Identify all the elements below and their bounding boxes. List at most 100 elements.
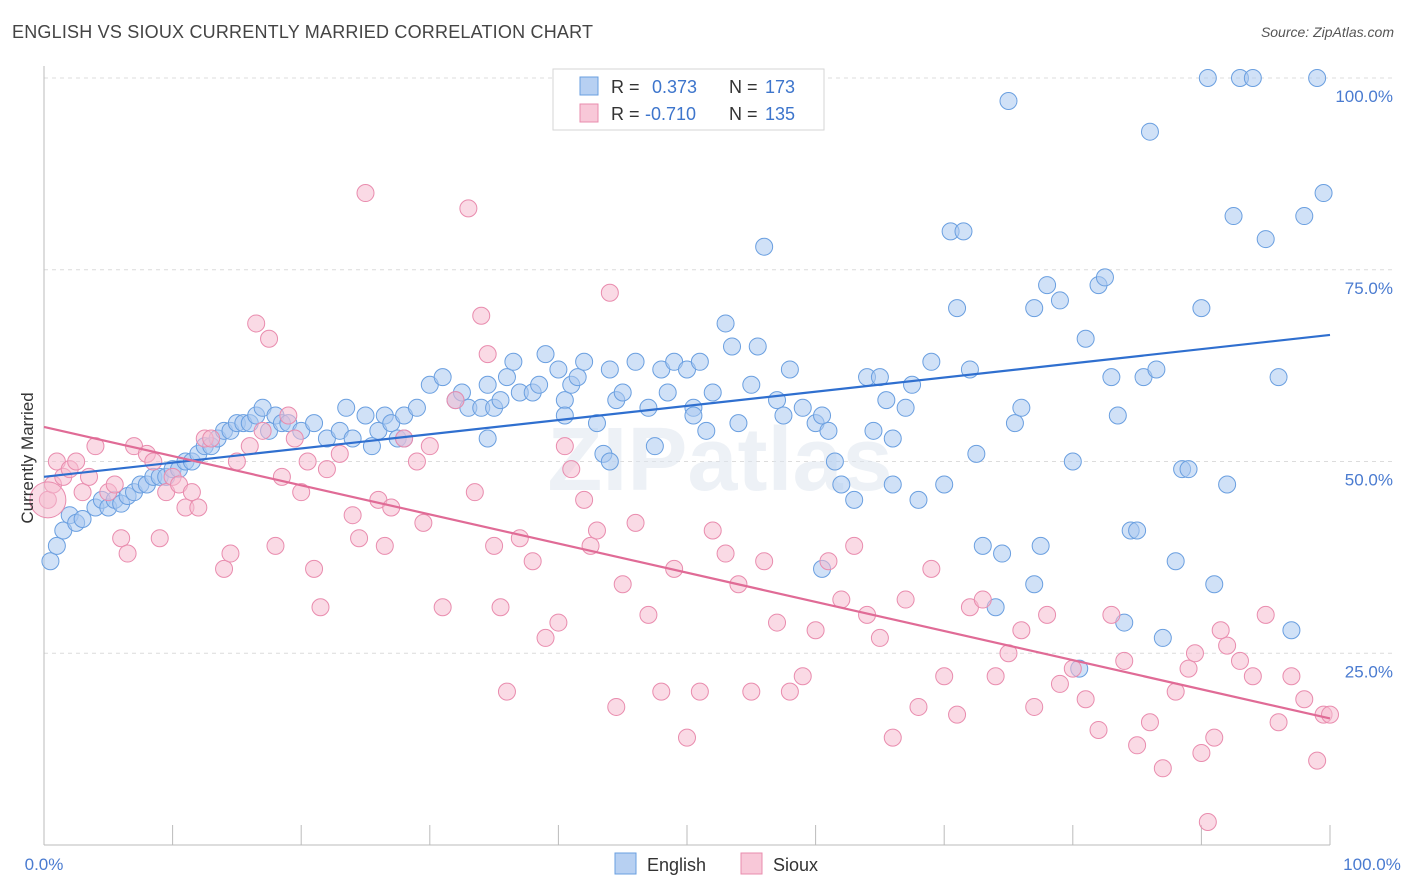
english-point bbox=[575, 352, 594, 371]
sioux-point bbox=[626, 513, 645, 532]
sioux-point bbox=[1211, 621, 1230, 640]
sioux-point bbox=[1140, 713, 1159, 732]
sioux-point bbox=[1179, 659, 1198, 678]
sioux-point bbox=[845, 536, 864, 555]
svg-text:R =: R = bbox=[611, 77, 640, 97]
sioux-point bbox=[305, 559, 324, 578]
sioux-point bbox=[407, 452, 426, 471]
english-point bbox=[845, 490, 864, 509]
sioux-point bbox=[793, 667, 812, 686]
sioux-point bbox=[716, 544, 735, 563]
sioux-point bbox=[343, 506, 362, 525]
sioux-point bbox=[600, 283, 619, 302]
english-point bbox=[1269, 368, 1288, 387]
bottom-legend-sioux-swatch bbox=[740, 852, 763, 875]
english-point bbox=[967, 444, 986, 463]
sioux-point bbox=[973, 590, 992, 609]
english-point bbox=[1205, 575, 1224, 594]
sioux-point bbox=[690, 682, 709, 701]
english-point bbox=[478, 375, 497, 394]
english-point bbox=[716, 314, 735, 333]
sioux-point bbox=[1218, 636, 1237, 655]
sioux-point bbox=[298, 452, 317, 471]
sioux-point bbox=[1243, 667, 1262, 686]
legend-sioux-n: 135 bbox=[765, 104, 795, 124]
y-tick-labels: 25.0% 50.0% 75.0% 100.0% bbox=[1335, 87, 1393, 681]
y-tick-label: 100.0% bbox=[1335, 87, 1393, 106]
sioux-point bbox=[215, 559, 234, 578]
sioux-point bbox=[536, 628, 555, 647]
sioux-point bbox=[1295, 690, 1314, 709]
english-point bbox=[1025, 299, 1044, 318]
sioux-point bbox=[1076, 690, 1095, 709]
english-point bbox=[1025, 575, 1044, 594]
sioux-point bbox=[189, 498, 208, 517]
sioux-point bbox=[1025, 697, 1044, 716]
english-point bbox=[549, 360, 568, 379]
svg-text:R =: R = bbox=[611, 104, 640, 124]
english-point bbox=[1179, 460, 1198, 479]
sioux-point bbox=[896, 590, 915, 609]
sioux-point bbox=[883, 728, 902, 747]
sioux-point bbox=[1102, 605, 1121, 624]
english-point bbox=[600, 360, 619, 379]
sioux-point bbox=[703, 521, 722, 540]
english-point bbox=[909, 490, 928, 509]
sioux-point bbox=[755, 552, 774, 571]
sioux-point bbox=[459, 199, 478, 218]
english-point bbox=[1192, 299, 1211, 318]
english-point bbox=[1224, 207, 1243, 226]
sioux-point bbox=[182, 483, 201, 502]
english-point bbox=[73, 510, 92, 529]
english-point bbox=[922, 352, 941, 371]
english-point bbox=[645, 437, 664, 456]
sioux-point bbox=[144, 452, 163, 471]
english-point bbox=[639, 398, 658, 417]
english-point bbox=[993, 544, 1012, 563]
sioux-point bbox=[414, 513, 433, 532]
sioux-point bbox=[253, 421, 272, 440]
english-point bbox=[1063, 452, 1082, 471]
trend-layer bbox=[43, 333, 1331, 720]
english-point bbox=[690, 352, 709, 371]
sioux-point bbox=[555, 437, 574, 456]
sioux-point bbox=[330, 444, 349, 463]
sioux-point bbox=[768, 613, 787, 632]
sioux-point bbox=[491, 598, 510, 617]
english-point bbox=[626, 352, 645, 371]
sioux-point bbox=[247, 314, 266, 333]
english-point bbox=[723, 337, 742, 356]
english-point bbox=[305, 414, 324, 433]
sioux-point bbox=[1063, 659, 1082, 678]
sioux-point bbox=[523, 552, 542, 571]
sioux-point bbox=[639, 605, 658, 624]
english-point bbox=[1218, 475, 1237, 494]
english-point bbox=[613, 383, 632, 402]
english-point bbox=[1166, 552, 1185, 571]
english-point bbox=[555, 406, 574, 425]
english-point bbox=[530, 375, 549, 394]
sioux-point bbox=[587, 521, 606, 540]
sioux-point bbox=[510, 529, 529, 548]
english-point bbox=[948, 299, 967, 318]
english-point bbox=[864, 421, 883, 440]
sioux-point bbox=[485, 536, 504, 555]
sioux-point bbox=[549, 613, 568, 632]
english-point bbox=[697, 421, 716, 440]
sioux-point bbox=[1192, 743, 1211, 762]
english-point bbox=[337, 398, 356, 417]
sioux-point bbox=[105, 475, 124, 494]
english-point bbox=[491, 391, 510, 410]
english-point bbox=[1243, 69, 1262, 87]
sioux-point bbox=[607, 697, 626, 716]
sioux-point bbox=[478, 345, 497, 364]
english-point bbox=[793, 398, 812, 417]
sioux-point bbox=[806, 621, 825, 640]
x-tick-label-max: 100.0% bbox=[1343, 855, 1401, 874]
sioux-point bbox=[375, 536, 394, 555]
legend-sioux-r: -0.710 bbox=[645, 104, 696, 124]
sioux-point bbox=[575, 490, 594, 509]
legend: R = 0.373 N = 173 R = -0.710 N = 135 bbox=[552, 68, 825, 131]
sioux-point bbox=[112, 529, 131, 548]
sioux-point bbox=[1089, 720, 1108, 739]
